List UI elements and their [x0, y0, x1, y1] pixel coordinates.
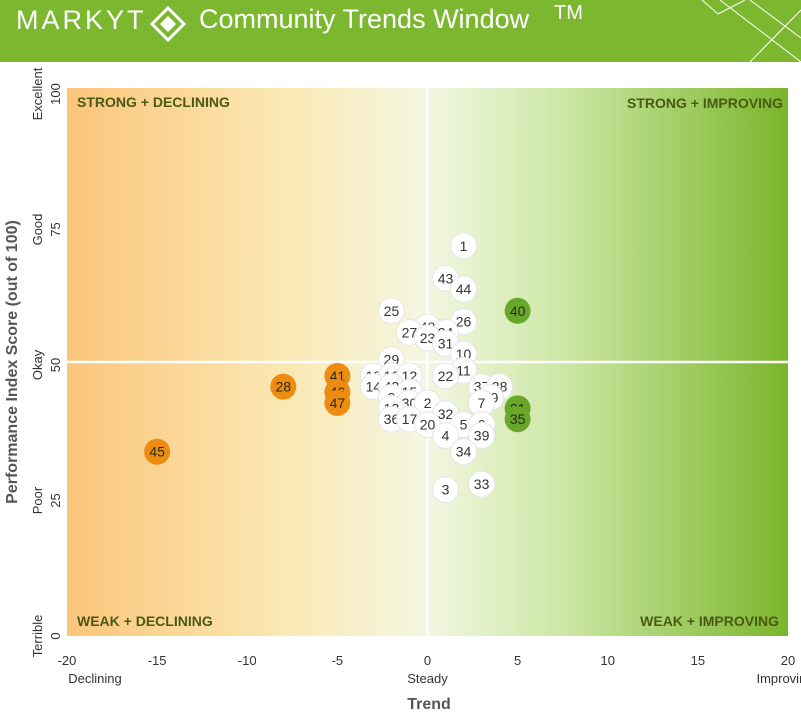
data-point[interactable]: 3	[432, 476, 460, 504]
data-point-marker	[432, 421, 460, 449]
data-point-label: 20	[420, 417, 436, 433]
data-point-marker	[450, 438, 478, 466]
y-descriptor-label: Okay	[30, 349, 45, 380]
data-point-label: 17	[402, 411, 418, 427]
quadrant-label-top-left: STRONG + DECLINING	[77, 94, 230, 110]
data-point[interactable]: 44	[450, 275, 478, 303]
x-descriptor-label: Steady	[407, 671, 448, 686]
data-point-marker	[504, 297, 531, 324]
x-tick-label: 5	[514, 653, 521, 668]
diamond-icon	[150, 6, 186, 42]
y-axis-title: Performance Index Score (out of 100)	[4, 220, 21, 504]
y-descriptor-label: Poor	[30, 486, 45, 514]
data-point[interactable]: 39	[468, 421, 496, 449]
data-point-label: 45	[149, 444, 165, 460]
quadrant-label-bottom-right: WEAK + IMPROVING	[640, 613, 779, 629]
app-header: MARKYT Community Trends Window TM	[0, 0, 801, 62]
data-point-marker	[270, 373, 297, 400]
x-tick-label: -5	[332, 653, 344, 668]
data-points: 1434425402648272423311029111816122241144…	[144, 232, 531, 504]
data-point-label: 3	[442, 482, 450, 498]
y-tick-label: 0	[48, 632, 63, 639]
x-descriptor-label: Declining	[68, 671, 121, 686]
data-point-label: 14	[366, 379, 382, 395]
x-descriptor-label: Improving	[756, 671, 801, 686]
y-tick-label: 100	[48, 83, 63, 105]
data-point-label: 44	[456, 281, 472, 297]
data-point-label: 40	[510, 303, 526, 319]
data-point[interactable]: 33	[468, 470, 496, 498]
data-point-label: 31	[438, 335, 454, 351]
y-tick-label: 75	[48, 222, 63, 236]
data-point-marker	[432, 476, 460, 504]
data-point-label: 2	[424, 395, 432, 411]
data-point-marker	[504, 406, 531, 433]
y-descriptor-label: Good	[30, 214, 45, 246]
decorative-lines-icon	[701, 0, 801, 62]
data-point[interactable]: 28	[270, 373, 297, 400]
x-tick-label: 0	[424, 653, 431, 668]
y-descriptor-label: Terrible	[30, 615, 45, 658]
data-point-label: 23	[420, 330, 436, 346]
y-tick-label: 25	[48, 493, 63, 507]
data-point[interactable]: 4	[432, 421, 460, 449]
trademark-mark: TM	[554, 2, 583, 24]
data-point-label: 28	[276, 379, 292, 395]
data-point[interactable]: 22	[432, 362, 460, 390]
data-point[interactable]: 35	[504, 406, 531, 433]
quadrant-label-bottom-left: WEAK + DECLINING	[77, 613, 213, 629]
data-point-label: 1	[460, 238, 468, 254]
data-point-label: 27	[402, 324, 418, 340]
x-tick-label: 10	[601, 653, 615, 668]
data-point-marker	[468, 470, 496, 498]
data-point-marker	[450, 232, 478, 260]
x-tick-label: -15	[148, 653, 167, 668]
data-point-marker	[324, 389, 351, 416]
data-point-marker	[432, 362, 460, 390]
data-point-label: 47	[330, 395, 346, 411]
data-point[interactable]: 45	[144, 438, 171, 465]
data-point-label: 43	[438, 270, 454, 286]
data-point-label: 39	[474, 427, 490, 443]
data-point-marker	[377, 297, 405, 325]
data-point-label: 35	[510, 411, 526, 427]
x-tick-label: 15	[691, 653, 705, 668]
data-point-label: 25	[384, 303, 400, 319]
data-point[interactable]: 25	[377, 297, 405, 325]
data-point[interactable]: 40	[504, 297, 531, 324]
data-point-label: 4	[442, 427, 450, 443]
x-tick-label: 20	[781, 653, 795, 668]
data-point[interactable]: 1	[450, 232, 478, 260]
x-axis-title: Trend	[407, 696, 451, 713]
data-point-label: 5	[460, 417, 468, 433]
x-tick-label: -20	[58, 653, 77, 668]
data-point-label: 36	[384, 411, 400, 427]
data-point-marker	[144, 438, 171, 465]
data-point-label: 7	[478, 395, 486, 411]
scatter-chart: STRONG + DECLINING STRONG + IMPROVING WE…	[4, 67, 801, 713]
data-point-marker	[468, 421, 496, 449]
data-point[interactable]: 34	[450, 438, 478, 466]
quadrant-label-top-right: STRONG + IMPROVING	[627, 95, 783, 111]
x-tick-label: -10	[238, 653, 257, 668]
y-tick-label: 50	[48, 358, 63, 372]
y-descriptor-label: Excellent	[30, 67, 45, 120]
data-point-label: 22	[438, 368, 454, 384]
brand-logo-text: MARKYT	[16, 5, 147, 35]
data-point-label: 33	[474, 476, 490, 492]
data-point-marker	[450, 275, 478, 303]
data-point-label: 34	[456, 444, 472, 460]
data-point-label: 32	[438, 406, 454, 422]
page-title: Community Trends Window	[199, 4, 530, 34]
data-point[interactable]: 47	[324, 389, 351, 416]
data-point-label: 11	[456, 362, 471, 378]
data-point-label: 26	[456, 314, 472, 330]
